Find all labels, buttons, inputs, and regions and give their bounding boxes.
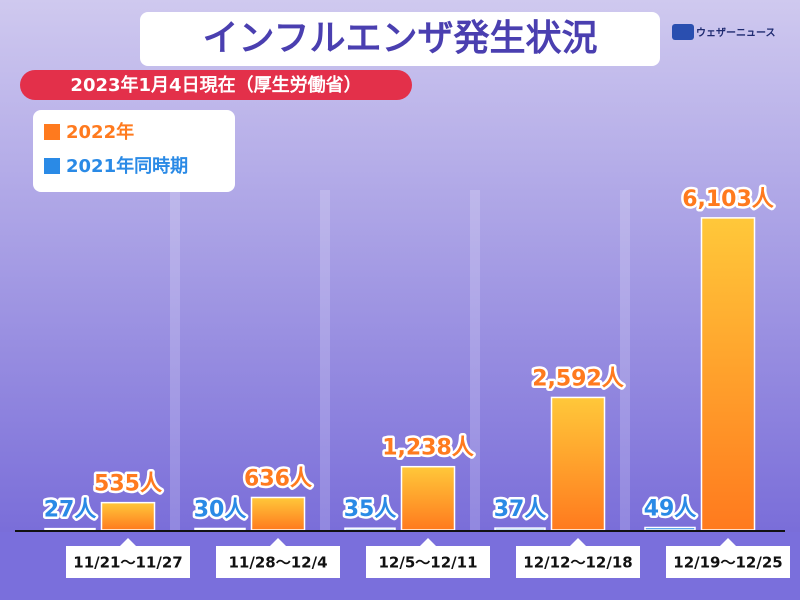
legend-label: 2022年	[66, 121, 134, 143]
brand: ウェザーニュース	[696, 27, 776, 39]
column-separator	[320, 190, 330, 530]
bar	[250, 496, 306, 531]
category-box	[666, 538, 790, 578]
value-label: 49人	[644, 496, 697, 521]
legend-label: 2021年同時期	[66, 155, 188, 177]
bar	[550, 396, 606, 531]
x-tick-label: 12/5〜12/11	[378, 554, 477, 572]
value-label: 2,592人	[532, 366, 624, 391]
x-tick-label: 11/21〜11/27	[73, 554, 182, 572]
bar	[700, 217, 756, 531]
bar	[644, 526, 696, 531]
bar	[400, 465, 456, 531]
bar	[100, 501, 156, 531]
subtitle: 2023年1月4日現在（厚生労働省）	[70, 74, 361, 96]
value-label: 535人	[94, 472, 162, 497]
category-box	[366, 538, 490, 578]
value-label: 636人	[244, 466, 312, 491]
subtitle-box	[20, 70, 412, 100]
title-box	[140, 12, 660, 66]
value-label: 27人	[44, 498, 97, 523]
legend-swatch	[44, 158, 60, 174]
legend-box	[33, 110, 235, 192]
bar	[44, 527, 96, 531]
category-box	[216, 538, 340, 578]
column-separator	[620, 190, 630, 530]
legend-swatch	[44, 124, 60, 140]
column-separator	[470, 190, 480, 530]
brand-icon	[672, 24, 694, 40]
bar	[344, 527, 396, 531]
value-label: 37人	[494, 497, 547, 522]
x-tick-label: 11/28〜12/4	[228, 554, 327, 572]
value-label: 30人	[194, 497, 247, 522]
value-label: 1,238人	[382, 436, 474, 461]
bar	[494, 527, 546, 531]
bar	[194, 527, 246, 531]
value-label: 35人	[344, 497, 397, 522]
column-separator	[170, 190, 180, 530]
x-tick-label: 12/12〜12/18	[523, 554, 632, 572]
chart-title: インフルエンザ発生状況	[203, 18, 598, 59]
value-label: 6,103人	[682, 187, 774, 212]
x-tick-label: 12/19〜12/25	[673, 554, 782, 572]
category-box	[66, 538, 190, 578]
category-box	[516, 538, 640, 578]
